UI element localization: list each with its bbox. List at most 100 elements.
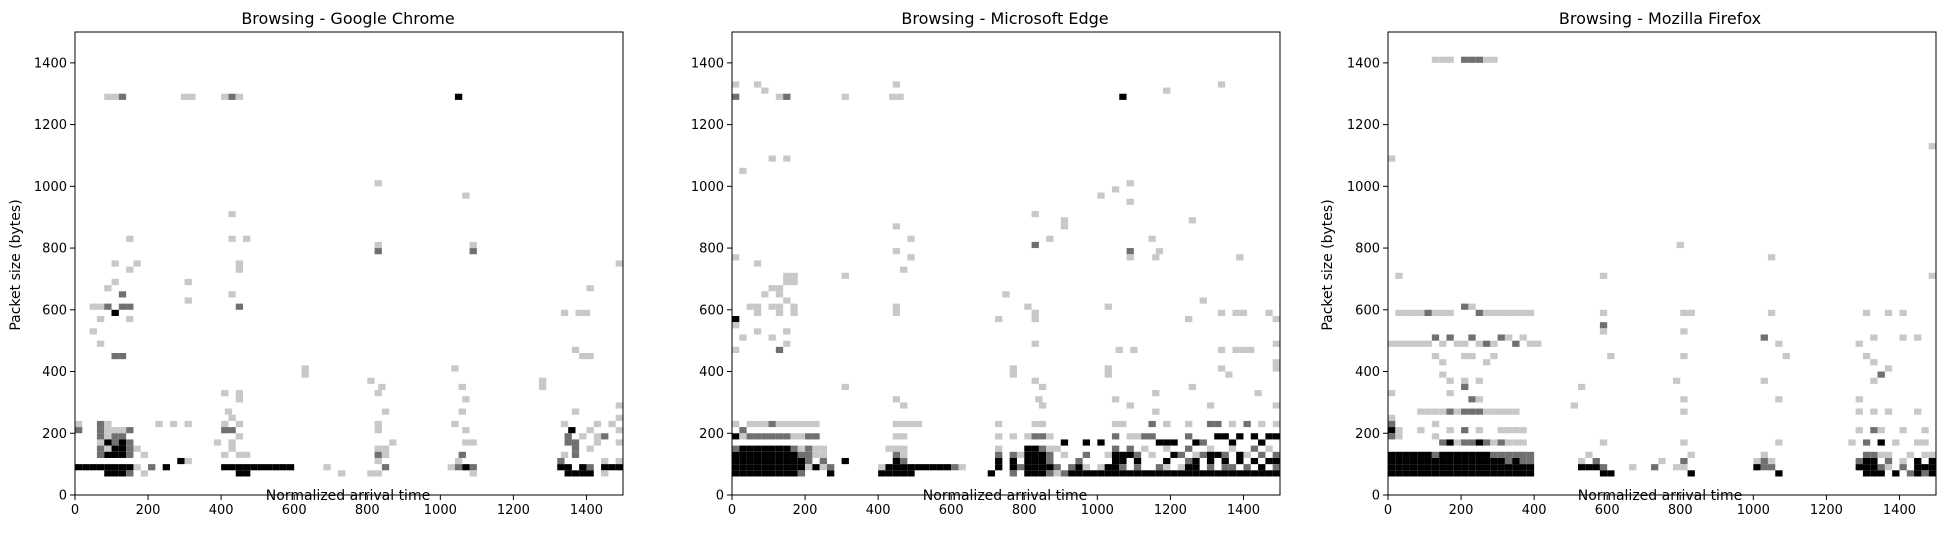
heatmap-cell [1031,433,1039,440]
heatmap-cell [746,303,754,310]
heatmap-cell [1855,427,1863,434]
heatmap-cell [1855,396,1863,403]
y-tick-label: 1000 [34,180,67,195]
heatmap-cell [1272,359,1280,366]
heatmap-cell [615,457,623,465]
heatmap-cell [1068,470,1076,477]
y-tick-label: 1000 [1347,180,1380,195]
y-tick-label: 400 [699,365,724,380]
heatmap-cell [374,390,382,397]
x-tick-label: 1400 [570,503,603,518]
heatmap-cell [1490,451,1498,458]
heatmap-cell [1921,470,1929,477]
heatmap-cell [111,445,119,452]
heatmap-cell [790,278,798,286]
heatmap-cell [1119,451,1127,458]
heatmap-cell [1388,155,1396,162]
heatmap-cell [228,427,236,434]
heatmap-cell [775,457,784,465]
heatmap-cell [1877,451,1885,458]
heatmap-cell [560,451,569,458]
heatmap-cell [1265,433,1273,440]
heatmap-cell [1914,439,1922,446]
heatmap-cell [1490,309,1498,316]
heatmap-cell [1424,457,1432,465]
heatmap-cell [1921,439,1929,446]
heatmap-cell [907,470,915,477]
heatmap-cell [1272,470,1280,477]
heatmap-cell [900,457,908,465]
heatmap-cell [1228,420,1237,428]
heatmap-cell [1490,457,1498,465]
heatmap-cell [1258,470,1266,477]
heatmap-cell [111,93,119,100]
heatmap-cell [1877,439,1885,446]
heatmap-cell [1031,241,1039,249]
heatmap-cell [739,445,747,452]
heatmap-cell [1475,451,1483,458]
heatmap-cell [900,451,908,458]
heatmap-cell [768,303,776,310]
heatmap-cell [560,420,569,428]
heatmap-cell [454,457,463,465]
heatmap-cell [746,420,754,428]
heatmap-cell [1577,464,1586,471]
heatmap-cell [1760,464,1768,471]
heatmap-cells [1388,56,1936,477]
heatmap-cell [812,420,820,428]
heatmap-cell [104,285,112,292]
heatmap-cell [1402,309,1410,316]
heatmap-cell [732,81,740,88]
heatmap-cell [228,439,236,446]
heatmap-cell [1126,451,1134,458]
heatmap-cell [1395,433,1403,440]
heatmap-cell [1446,470,1454,477]
heatmap-cell [1914,464,1922,471]
x-tick-label: 1000 [1081,503,1114,518]
heatmap-cell [1461,451,1469,458]
heatmap-cell [1060,223,1069,230]
heatmap-cell [1192,470,1200,477]
heatmap-cell [1760,334,1768,341]
heatmap-cell [601,433,609,440]
heatmap-cell [1417,427,1425,434]
heatmap-cell [1031,309,1039,316]
heatmap-cell [1446,427,1454,434]
x-tick-label: 1200 [1810,503,1843,518]
heatmap-cell [1475,427,1483,434]
heatmap-cell [805,464,813,471]
heatmap-cell [1512,427,1520,434]
heatmap-cell [1504,334,1513,341]
heatmap-cell [1152,408,1160,415]
heatmap-cell [126,439,134,446]
heatmap-cell [1870,457,1878,465]
heatmap-cell [1461,470,1469,477]
heatmap-cell [538,377,547,384]
chart-title: Browsing - Google Chrome [241,9,454,28]
heatmap-cell [1141,445,1149,452]
heatmap-cell [571,408,580,415]
y-tick-label: 1200 [1347,118,1380,133]
heatmap-cell [1475,56,1483,63]
y-tick-label: 200 [42,427,67,442]
heatmap-cell [1388,340,1396,347]
heatmap-cell [389,439,397,446]
heatmap-cell [1519,439,1527,446]
heatmap-cell [1053,464,1061,471]
heatmap-cell [790,445,798,452]
heatmap-cell [1424,470,1432,477]
heatmap-cell [1658,457,1666,465]
heatmap-cell [1680,408,1688,415]
heatmap-cell [1870,377,1878,384]
heatmap-cell [732,464,740,471]
heatmap-cell [301,371,309,378]
heatmap-cell [1265,445,1273,452]
heatmap-cell [1221,433,1229,440]
heatmap-cell [783,457,791,465]
heatmap-cell [761,87,769,94]
heatmap-cell [1439,464,1447,471]
heatmap-cell [1526,340,1535,347]
heatmap-cell [739,433,747,440]
heatmap-cell [790,451,798,458]
heatmap-cell [1453,451,1462,458]
